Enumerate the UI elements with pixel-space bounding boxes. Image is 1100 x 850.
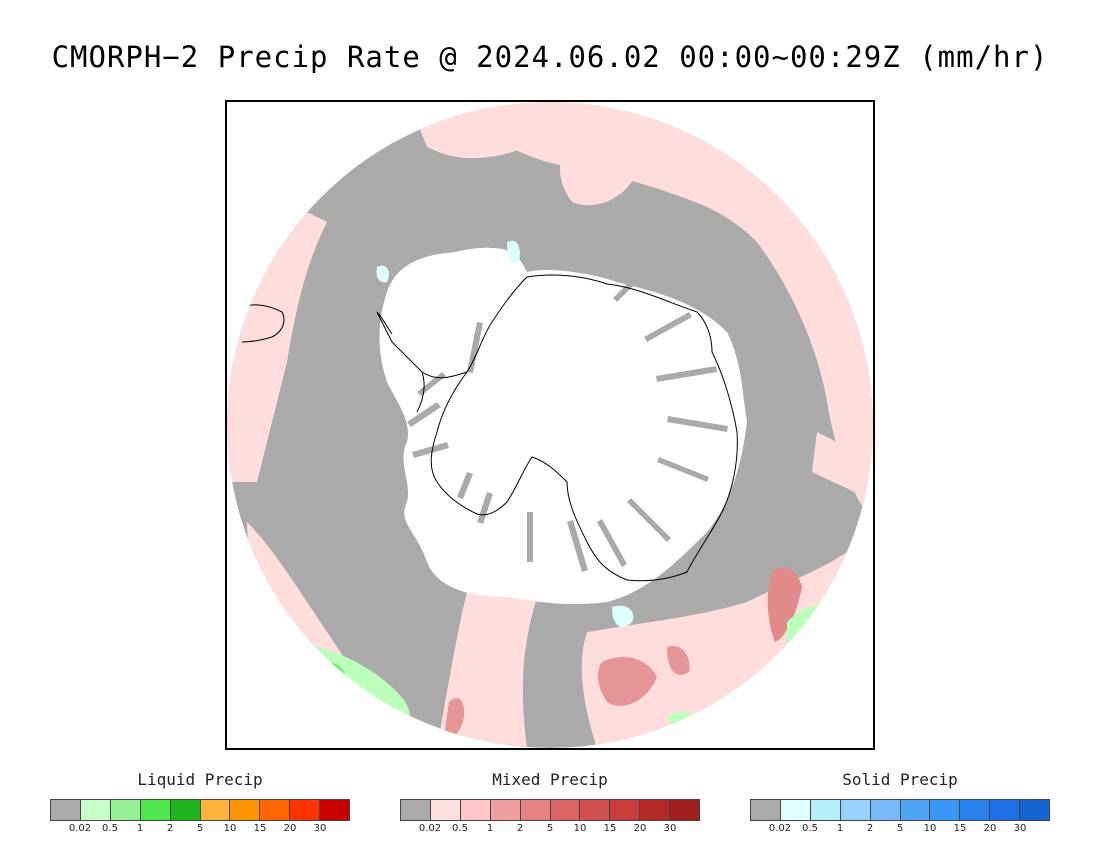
continent-streaks (407, 273, 728, 572)
mixed-precip-east-streaks (812, 432, 873, 502)
mixed-tick-label: 10 (573, 823, 587, 834)
solid-swatch-4 (870, 800, 901, 820)
liquid-swatch-0 (51, 800, 81, 820)
liquid-tick-label: 15 (253, 823, 267, 834)
mixed-precip-moderate-cell-south-2 (667, 646, 690, 675)
liquid-tick-label: 5 (196, 823, 204, 834)
mixed-swatch-2 (460, 800, 491, 820)
mixed-precip-legend: Mixed Precip 0.02 0.5 1 2 5 10 15 20 30 (400, 770, 700, 837)
solid-swatch-5 (900, 800, 931, 820)
solid-swatch-1 (780, 800, 811, 820)
solid-swatch-9 (1020, 800, 1050, 820)
liquid-swatch-2 (110, 800, 141, 820)
mixed-tick-label: 15 (603, 823, 617, 834)
liquid-swatch-1 (80, 800, 111, 820)
map-disc (227, 102, 873, 748)
liquid-legend-swatches (50, 799, 350, 821)
mixed-swatch-5 (550, 800, 581, 820)
liquid-swatch-3 (140, 800, 171, 820)
mixed-precip-moderate-cell-east (767, 567, 802, 642)
antarctica-coastline (430, 274, 738, 582)
liquid-tick-label: 1 (136, 823, 144, 834)
liquid-tick-label: 10 (223, 823, 237, 834)
polar-map-frame (225, 100, 875, 750)
mixed-tick-label: 5 (546, 823, 554, 834)
mixed-precip-northeast-patch (560, 138, 637, 206)
solid-swatch-8 (990, 800, 1021, 820)
south-america-coastline (241, 304, 285, 343)
solid-precip-legend: Solid Precip 0.02 0.5 1 2 5 10 15 20 30 (750, 770, 1050, 837)
liquid-legend-title: Liquid Precip (137, 770, 263, 789)
mixed-legend-swatches (400, 799, 700, 821)
mixed-legend-ticks: 0.02 0.5 1 2 5 10 15 20 30 (400, 823, 700, 837)
solid-swatch-0 (751, 800, 781, 820)
mixed-swatch-3 (490, 800, 521, 820)
mixed-precip-moderate-cell-southwest (445, 698, 465, 737)
liquid-swatch-7 (260, 800, 291, 820)
liquid-tick-label: 30 (313, 823, 327, 834)
liquid-tick-label: 0.5 (102, 823, 118, 834)
liquid-swatch-9 (320, 800, 350, 820)
mixed-legend-title: Mixed Precip (492, 770, 608, 789)
liquid-tick-label: 20 (283, 823, 297, 834)
solid-tick-label: 10 (923, 823, 937, 834)
solid-swatch-7 (960, 800, 991, 820)
mixed-tick-label: 0.5 (452, 823, 468, 834)
liquid-legend-ticks: 0.02 0.5 1 2 5 10 15 20 30 (50, 823, 350, 837)
solid-tick-label: 0.02 (768, 823, 792, 834)
solid-tick-label: 2 (866, 823, 874, 834)
solid-legend-ticks: 0.02 0.5 1 2 5 10 15 20 30 (750, 823, 1050, 837)
mixed-tick-label: 20 (633, 823, 647, 834)
liquid-precip-legend: Liquid Precip 0.02 0.5 1 2 5 10 15 20 30 (50, 770, 350, 837)
mixed-swatch-7 (610, 800, 641, 820)
mixed-tick-label: 1 (486, 823, 494, 834)
mixed-swatch-0 (401, 800, 431, 820)
liquid-swatch-5 (200, 800, 231, 820)
antarctic-peninsula-coastline (376, 311, 468, 413)
mixed-swatch-6 (580, 800, 611, 820)
solid-precip-east (612, 605, 634, 627)
solid-tick-label: 5 (896, 823, 904, 834)
mixed-precip-moderate-cell-south (597, 657, 657, 706)
solid-tick-label: 20 (983, 823, 997, 834)
mixed-precip-southwest (247, 522, 367, 692)
solid-tick-label: 0.5 (802, 823, 818, 834)
mixed-swatch-9 (670, 800, 700, 820)
liquid-tick-label: 2 (166, 823, 174, 834)
mixed-swatch-4 (520, 800, 551, 820)
south-polar-precip-map (227, 102, 873, 748)
mixed-swatch-8 (640, 800, 671, 820)
mixed-tick-label: 0.02 (418, 823, 442, 834)
mixed-precip-west-ring (227, 212, 327, 482)
mixed-precip-outer-ring (477, 102, 873, 522)
solid-legend-swatches (750, 799, 1050, 821)
liquid-swatch-6 (230, 800, 261, 820)
mixed-tick-label: 30 (663, 823, 677, 834)
solid-swatch-6 (930, 800, 961, 820)
solid-precip-north (507, 240, 520, 264)
solid-swatch-3 (840, 800, 871, 820)
liquid-swatch-4 (170, 800, 201, 820)
mixed-swatch-1 (430, 800, 461, 820)
solid-tick-label: 15 (953, 823, 967, 834)
mixed-tick-label: 2 (516, 823, 524, 834)
map-title: CMORPH−2 Precip Rate @ 2024.06.02 00:00~… (51, 40, 1049, 74)
solid-tick-label: 30 (1013, 823, 1027, 834)
solid-precip-west (376, 265, 389, 283)
liquid-swatch-8 (290, 800, 321, 820)
liquid-tick-label: 0.02 (68, 823, 92, 834)
solid-legend-title: Solid Precip (842, 770, 958, 789)
solid-swatch-2 (810, 800, 841, 820)
solid-tick-label: 1 (836, 823, 844, 834)
mixed-precip-top-band (417, 102, 767, 197)
